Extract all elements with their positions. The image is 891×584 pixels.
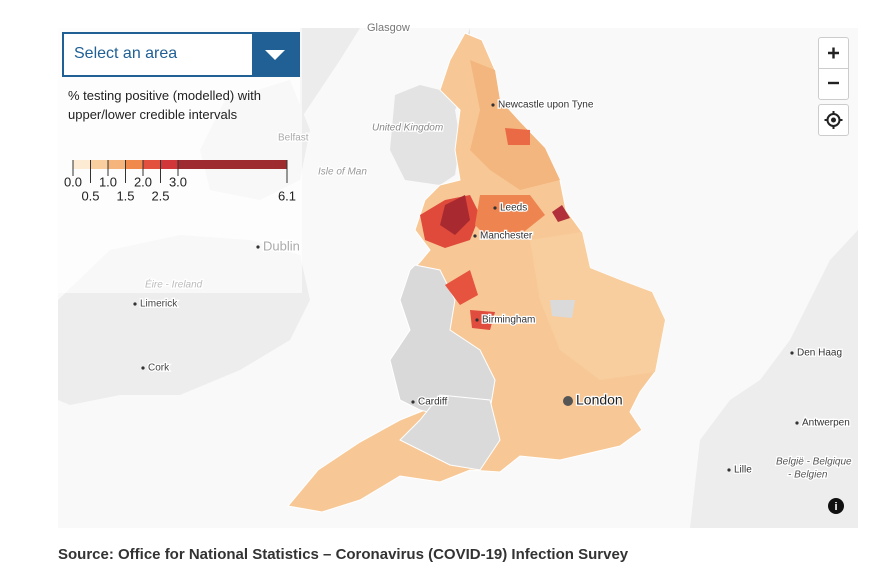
europe [690, 230, 858, 528]
place-label: Antwerpen [802, 418, 850, 429]
place-label: Dublin [263, 238, 300, 253]
legend-tick-label: 3.0 [169, 174, 187, 189]
place-dot [795, 421, 799, 425]
place-dot [493, 206, 497, 210]
legend-swatch [73, 160, 91, 169]
zoom-control [818, 37, 849, 100]
place-label: Leeds [500, 203, 527, 214]
zoom-icons [819, 47, 848, 85]
legend-tick-label: 0.0 [64, 174, 82, 189]
legend-tick-label: 1.0 [99, 174, 117, 189]
place-label: Newcastle upon Tyne [498, 100, 594, 111]
place-label: - Belgien [788, 470, 828, 481]
place-label: Belfast [278, 133, 309, 144]
region [530, 232, 665, 380]
place-dot [141, 366, 145, 370]
legend-swatch [143, 160, 161, 169]
place-label: London [576, 392, 623, 408]
legend: 0.00.51.01.52.02.53.0 6.1 [64, 160, 296, 203]
legend-swatch [160, 160, 178, 169]
no-data [399, 394, 501, 471]
legend-swatch [178, 160, 287, 169]
place-label: Cardiff [418, 397, 447, 408]
legend-title: % testing positive (modelled) with upper… [68, 88, 261, 122]
scotland [300, 28, 470, 185]
no-data [550, 300, 575, 318]
place-label: Glasgow [367, 22, 410, 34]
select-text: Select an area [74, 45, 178, 62]
legend-tick-label: 0.5 [81, 188, 99, 203]
high-area [552, 205, 570, 222]
info-glyph: i [834, 501, 837, 513]
england [287, 32, 666, 513]
info-icon[interactable] [828, 498, 844, 514]
area-select[interactable]: Select an area [62, 32, 300, 77]
select-arrow[interactable] [252, 34, 298, 75]
place-dot [790, 351, 794, 355]
legend-swatch [108, 160, 126, 169]
place-label: Den Haag [797, 348, 842, 359]
place-label: Manchester [480, 231, 533, 242]
scotland-west [300, 28, 360, 120]
high-area [470, 310, 495, 330]
place-dot [473, 234, 477, 238]
place-dot [411, 400, 415, 404]
legend-tick-label: 6.1 [278, 188, 296, 203]
high-area [475, 195, 545, 240]
high-area [440, 195, 470, 235]
place-dot [475, 318, 479, 322]
place-labels: Glasgow Newcastle upon Tyne United Kingdom… [133, 21, 853, 482]
zoom-in[interactable] [828, 47, 839, 59]
place-label: Éire - Ireland [145, 278, 203, 291]
place-dot [727, 468, 731, 472]
place-label: België - Belgique [776, 457, 852, 468]
legend-swatch [90, 160, 108, 169]
legend-swatch [125, 160, 143, 169]
source: Source: Office for National Statistics –… [58, 546, 629, 563]
high-area [445, 270, 478, 305]
place-label: Limerick [140, 299, 178, 310]
locate-icon [824, 111, 843, 129]
place-label: Isle of Man [318, 167, 367, 178]
legend-tick-label: 2.0 [134, 174, 152, 189]
place-label: Birmingham [482, 315, 535, 326]
place-dot [256, 245, 260, 249]
place-label: Lille [734, 465, 752, 476]
legend-tick-label: 1.5 [116, 188, 134, 203]
place-label: United Kingdom [372, 123, 443, 134]
high-area [505, 128, 530, 145]
place-dot [133, 302, 137, 306]
region [470, 60, 560, 190]
place-dot [563, 396, 573, 406]
place-dot [491, 103, 495, 107]
place-label: Cork [148, 363, 170, 374]
legend-tick-label: 2.5 [151, 188, 169, 203]
locate-button[interactable] [818, 104, 849, 136]
